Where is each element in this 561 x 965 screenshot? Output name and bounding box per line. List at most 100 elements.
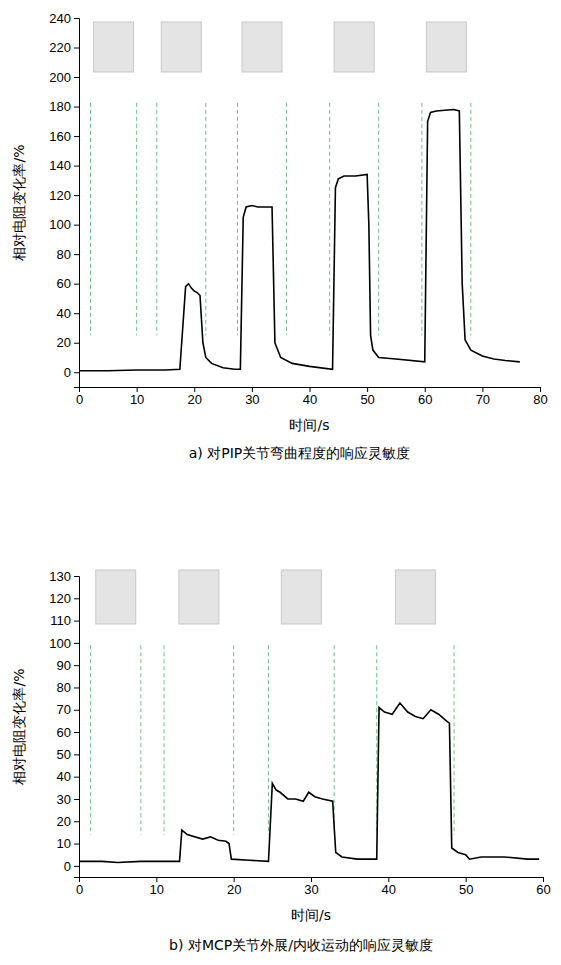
photo: [281, 570, 321, 624]
tick: 0: [76, 877, 83, 897]
photo: [426, 22, 466, 72]
tick: 0: [64, 859, 79, 874]
tick-label: 110: [50, 613, 71, 628]
tick-mark: [74, 136, 79, 137]
tick-label: 80: [57, 247, 71, 262]
tick: 40: [57, 769, 79, 784]
y-axis-title: 相对电阻变化率/%: [11, 144, 27, 260]
tick: 80: [57, 247, 79, 262]
photo: [179, 570, 219, 624]
tick: 40: [57, 306, 79, 321]
tick-mark: [74, 866, 79, 867]
tick-mark: [74, 687, 79, 688]
tick: 20: [188, 387, 202, 407]
photo: [334, 22, 374, 72]
tick-mark: [74, 254, 79, 255]
plot-area: [79, 110, 520, 371]
tick-label: 100: [49, 636, 71, 651]
tick: 60: [418, 387, 432, 407]
tick-label: 20: [57, 814, 71, 829]
tick: 10: [130, 387, 144, 407]
tick-label: 200: [49, 70, 71, 85]
tick: 140: [49, 158, 79, 173]
tick: 20: [57, 814, 79, 829]
tick-label: 20: [188, 392, 202, 407]
tick-label: 40: [303, 392, 317, 407]
tick-mark: [74, 166, 79, 167]
tick-mark: [74, 754, 79, 755]
tick-label: 10: [150, 882, 164, 897]
tick: 10: [150, 877, 164, 897]
tick-label: 20: [227, 882, 241, 897]
markers: [91, 103, 471, 335]
tick: 30: [245, 387, 259, 407]
marker-line: [205, 103, 206, 335]
x-axis-title: 时间/s: [291, 907, 331, 923]
tick-label: 180: [49, 99, 71, 114]
tick-label: 10: [57, 836, 71, 851]
tick: 120: [49, 591, 79, 606]
tick-label: 240: [49, 11, 71, 26]
tick: 10: [57, 836, 79, 851]
tick-label: 40: [382, 882, 396, 897]
y-axis: 020406080100120140160180200220240: [49, 11, 79, 388]
tick-label: 80: [57, 680, 71, 695]
tick: 20: [57, 335, 79, 350]
marker-line: [90, 103, 91, 335]
tick: 50: [459, 877, 473, 897]
tick-mark: [74, 732, 79, 733]
tick-label: 90: [57, 658, 71, 673]
photo: [94, 22, 134, 72]
tick-label: 50: [459, 882, 473, 897]
tick-label: 50: [57, 747, 71, 762]
tick-label: 0: [64, 859, 71, 874]
tick-label: 0: [76, 882, 83, 897]
figure: 0102030405060708002040608010012014016018…: [0, 0, 561, 965]
tick: 40: [382, 877, 396, 897]
tick-mark: [74, 195, 79, 196]
tick-mark: [74, 777, 79, 778]
tick-mark: [74, 343, 79, 344]
tick-mark: [74, 225, 79, 226]
photo: [242, 22, 282, 72]
tick-label: 160: [49, 129, 71, 144]
tick-mark: [74, 48, 79, 49]
tick-label: 60: [57, 276, 71, 291]
tick-mark: [74, 799, 79, 800]
marker-line: [268, 645, 269, 835]
marker-line: [140, 645, 141, 835]
y-axis-title: 相对电阻变化率/%: [11, 668, 27, 784]
tick-label: 100: [49, 217, 71, 232]
tick-mark: [74, 18, 79, 19]
x-axis: 0102030405060: [76, 877, 551, 897]
photo: [161, 22, 201, 72]
tick-mark: [74, 821, 79, 822]
marker-line: [334, 645, 335, 835]
tick-mark: [74, 643, 79, 644]
series-line: [79, 703, 539, 862]
tick-label: 20: [57, 335, 71, 350]
x-axis: 01020304050607080: [76, 387, 548, 407]
tick: 40: [303, 387, 317, 407]
tick: 80: [57, 680, 79, 695]
marker-line: [378, 103, 379, 335]
marker-line: [90, 645, 91, 835]
plot-area: [79, 703, 539, 862]
tick-label: 40: [57, 306, 71, 321]
tick: 30: [57, 792, 79, 807]
tick: 100: [49, 217, 79, 232]
tick: 130: [49, 569, 79, 584]
tick: 160: [49, 129, 79, 144]
tick-mark: [74, 844, 79, 845]
marker-line: [136, 103, 137, 335]
marker-line: [164, 645, 165, 835]
tick: 180: [49, 99, 79, 114]
marker-line: [329, 103, 330, 335]
tick-label: 0: [64, 365, 71, 380]
tick: 100: [49, 636, 79, 651]
series-line: [79, 110, 520, 371]
tick-mark: [74, 372, 79, 373]
photos: [94, 22, 467, 72]
tick-label: 80: [533, 392, 547, 407]
tick: 50: [57, 747, 79, 762]
